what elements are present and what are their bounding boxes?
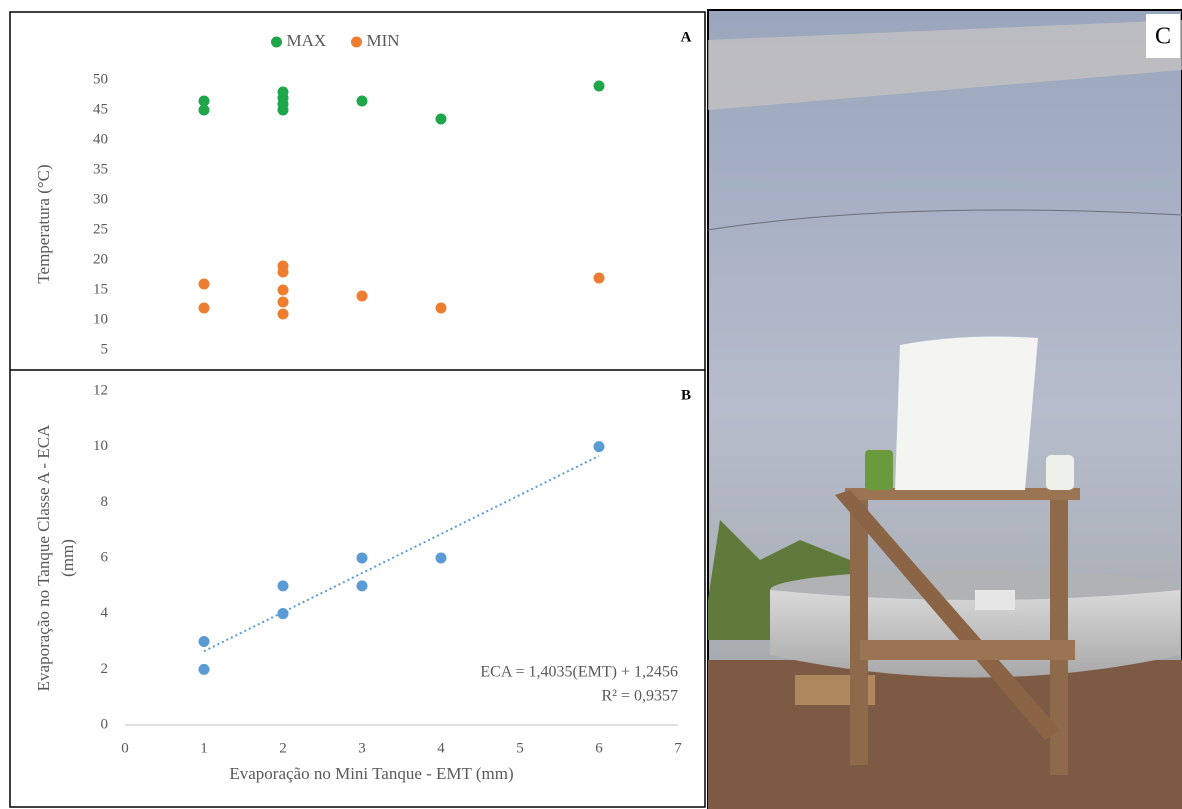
wire xyxy=(707,209,1182,231)
y-tick-label: 2 xyxy=(101,661,109,677)
legend-label: MIN xyxy=(367,31,400,50)
stand-leg xyxy=(1050,500,1068,775)
point xyxy=(435,302,447,314)
point xyxy=(198,95,210,107)
point xyxy=(356,552,368,564)
point xyxy=(356,290,368,302)
point xyxy=(593,441,605,453)
y-tick-label: 0 xyxy=(101,716,109,732)
x-tick-label: 0 xyxy=(121,740,129,756)
y-tick-label: 15 xyxy=(93,281,108,297)
y-tick-label: 25 xyxy=(93,221,108,237)
y-tick-label: 8 xyxy=(101,494,109,510)
x-tick-label: 3 xyxy=(358,740,366,756)
legend-label: MAX xyxy=(287,31,327,50)
point xyxy=(277,266,289,278)
annotation: R² = 0,9357 xyxy=(602,688,679,705)
y-axis-label: Evaporação no Tanque Classe A - ECA xyxy=(34,424,53,691)
bottle xyxy=(1046,455,1074,490)
point xyxy=(198,663,210,675)
point xyxy=(277,308,289,320)
y-tick-label: 10 xyxy=(93,311,108,327)
stand-brace xyxy=(835,490,1060,740)
point xyxy=(277,284,289,296)
panel-label: A xyxy=(681,29,692,45)
point xyxy=(593,272,605,284)
panel-frame xyxy=(9,11,706,808)
y-tick-label: 50 xyxy=(93,71,108,87)
x-axis-label: Evaporação no Mini Tanque - EMT (mm) xyxy=(229,764,513,783)
point xyxy=(356,580,368,592)
y-tick-label: 20 xyxy=(93,251,108,267)
point xyxy=(435,552,447,564)
x-tick-label: 7 xyxy=(674,740,682,756)
point xyxy=(356,95,368,107)
y-tick-label: 40 xyxy=(93,131,108,147)
x-tick-label: 5 xyxy=(516,740,524,756)
y-tick-label: 30 xyxy=(93,191,108,207)
point xyxy=(593,80,605,92)
bottle xyxy=(865,450,893,490)
stand-rail xyxy=(860,640,1075,660)
y-tick-label: 4 xyxy=(101,605,109,621)
x-tick-label: 6 xyxy=(595,740,603,756)
y-axis-label: Temperatura (°C) xyxy=(34,164,53,283)
point xyxy=(435,113,447,125)
point xyxy=(198,302,210,314)
y-tick-label: 10 xyxy=(93,438,108,454)
y-tick-label: 35 xyxy=(93,161,108,177)
x-tick-label: 4 xyxy=(437,740,445,756)
point xyxy=(198,278,210,290)
x-tick-label: 1 xyxy=(200,740,208,756)
mini-tank xyxy=(975,590,1015,610)
photo: C xyxy=(707,9,1182,809)
point xyxy=(198,636,210,647)
point xyxy=(277,104,289,116)
panel-label: B xyxy=(681,387,691,403)
stand-top xyxy=(845,488,1080,500)
y-tick-label: 6 xyxy=(101,549,109,565)
label-box xyxy=(1146,14,1180,58)
y-tick-label: 45 xyxy=(93,101,108,117)
point xyxy=(198,104,210,116)
roof-edge xyxy=(708,20,1182,110)
point xyxy=(277,296,289,308)
y-axis-label: (mm) xyxy=(58,539,77,577)
legend-marker xyxy=(351,36,362,48)
x-tick-label: 2 xyxy=(279,740,287,756)
annotation: ECA = 1,4035(EMT) + 1,2456 xyxy=(480,664,678,681)
y-tick-label: 12 xyxy=(93,382,108,398)
y-tick-label: 5 xyxy=(101,341,109,357)
ground xyxy=(708,660,1182,809)
white-bucket xyxy=(895,336,1038,490)
point xyxy=(277,608,289,620)
legend-marker xyxy=(271,36,282,48)
trendline xyxy=(203,454,600,653)
stand-leg xyxy=(850,500,868,765)
point xyxy=(277,580,289,592)
panel-label: C xyxy=(1155,24,1171,50)
